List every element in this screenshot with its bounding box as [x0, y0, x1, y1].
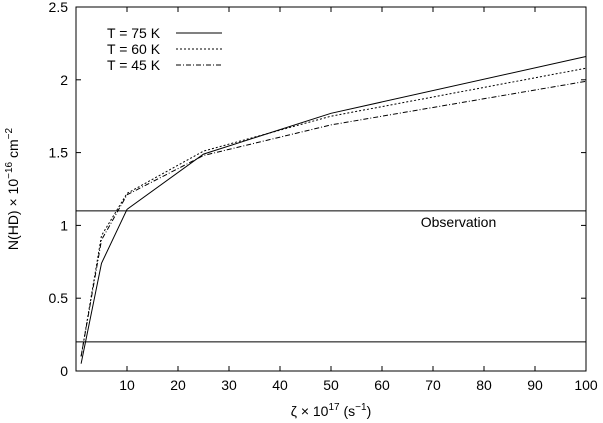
x-tick-label: 20 — [170, 377, 186, 393]
y-tick-label: 2.5 — [49, 0, 69, 15]
x-tick-label: 100 — [574, 377, 598, 393]
x-axis-label: ζ × 1017 (s−1) — [291, 402, 371, 419]
axis-ticks: 10 20 30 40 50 60 70 80 90 100 0 0.5 1 1.5 2 2.5 — [49, 0, 598, 393]
y-tick-label: 1.5 — [49, 145, 69, 161]
legend-label: T = 60 K — [107, 41, 161, 57]
x-tick-label: 70 — [425, 377, 441, 393]
x-tick-label: 60 — [374, 377, 390, 393]
x-tick-label: 30 — [221, 377, 237, 393]
y-tick-label: 2 — [60, 72, 68, 88]
y-tick-label: 0 — [60, 363, 68, 379]
legend: T = 75 KT = 60 KT = 45 K — [107, 25, 222, 73]
legend-label: T = 75 K — [107, 25, 161, 41]
y-tick-label: 1 — [60, 217, 68, 233]
observation-label: Observation — [421, 214, 496, 230]
y-axis-label: N(HD) × 10−16 cm−2 — [4, 128, 21, 251]
x-tick-label: 10 — [119, 377, 135, 393]
reference-lines — [76, 210, 586, 343]
x-tick-label: 40 — [272, 377, 288, 393]
series-line — [80, 67, 587, 357]
x-tick-label: 80 — [476, 377, 492, 393]
x-tick-label: 50 — [323, 377, 339, 393]
x-tick-label: 90 — [527, 377, 543, 393]
y-tick-label: 0.5 — [49, 290, 69, 306]
series-lines — [80, 56, 587, 364]
series-line — [80, 56, 587, 364]
annotations: Observation — [421, 214, 496, 230]
legend-label: T = 45 K — [107, 57, 161, 73]
series-line — [80, 80, 587, 357]
